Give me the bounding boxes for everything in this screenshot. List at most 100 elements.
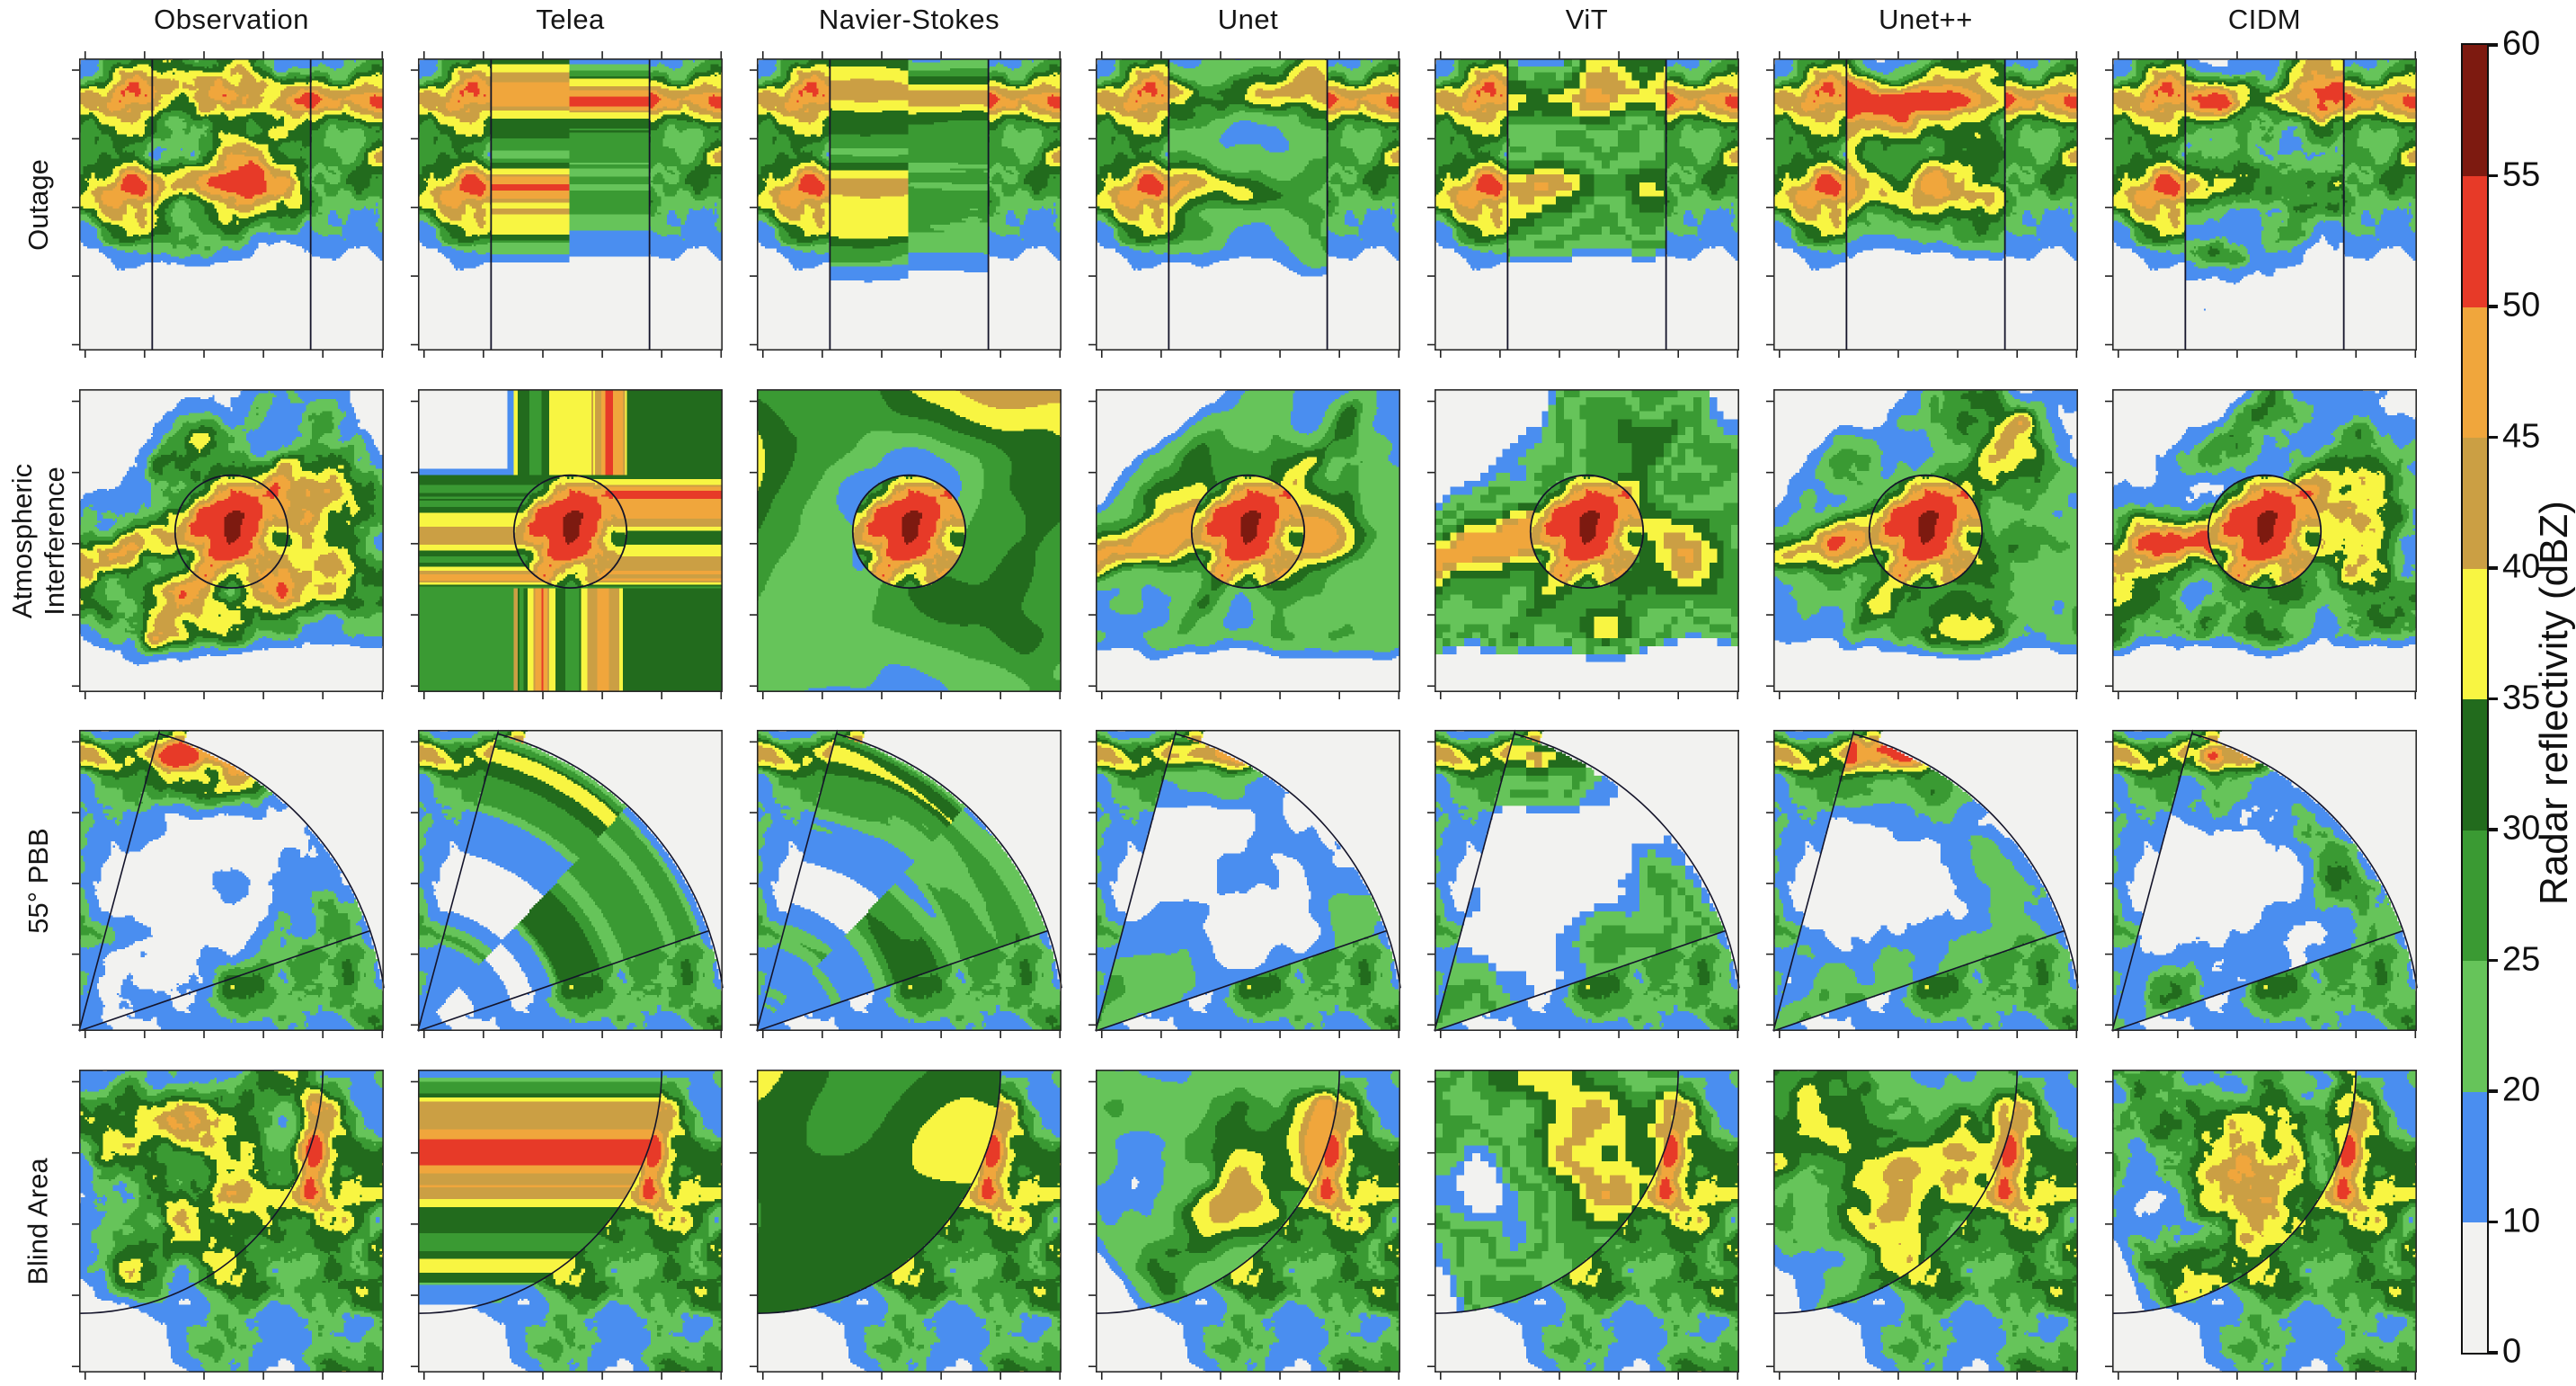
- interference-circle: [512, 474, 628, 590]
- colorbar-tick-label: 10: [2502, 1202, 2541, 1240]
- pbb-wedge-line-upper: [2111, 729, 2194, 1032]
- blind-area-arc: [1095, 1069, 1340, 1314]
- radar-field-canvas: [418, 58, 723, 351]
- row-label-line: Interference: [39, 466, 71, 616]
- panel-frame: [79, 730, 384, 1031]
- panel-blind-area-observation: [72, 1069, 384, 1380]
- colorbar-tick-label: 55: [2502, 155, 2541, 194]
- colorbar-title: Radar reflectivity (dBZ): [2532, 501, 2576, 905]
- panel-frame: [1096, 730, 1400, 1031]
- radar-field-canvas: [418, 1070, 723, 1373]
- colorbar-tick-label: 60: [2502, 24, 2541, 63]
- panel-atmospheric-interference-cidm: [2105, 389, 2417, 699]
- panel-overlay: [1088, 389, 1400, 699]
- pbb-wedge-line-lower: [1772, 929, 2065, 1032]
- colorbar-segment: [2463, 830, 2487, 962]
- panel-frame: [418, 389, 723, 692]
- panel-frame: [1096, 1070, 1400, 1373]
- panel-overlay: [1766, 1069, 2078, 1380]
- panel-overlay: [1766, 51, 2078, 358]
- radar-field-canvas: [757, 1070, 1061, 1373]
- colorbar-tick: [2487, 697, 2498, 701]
- panel-outage-telea: [411, 51, 723, 358]
- radar-field-canvas: [1435, 730, 1739, 1031]
- pbb-wedge-line-upper: [1095, 729, 1177, 1032]
- panel-overlay: [1766, 389, 2078, 699]
- pbb-wedge-line-lower: [417, 929, 709, 1032]
- pbb-wedge-line-lower: [78, 929, 370, 1032]
- blind-area-arc: [756, 1069, 1001, 1314]
- colorbar-tick: [2487, 435, 2498, 440]
- panel-55-pbb-observation: [72, 729, 385, 1038]
- interference-circle: [173, 474, 289, 590]
- radar-field-canvas: [79, 1070, 384, 1373]
- panel-atmospheric-interference-observation: [72, 389, 384, 699]
- panel-overlay: [1766, 729, 2079, 1038]
- colorbar-tick-label: 45: [2502, 417, 2541, 456]
- panel-overlay: [72, 51, 384, 358]
- colorbar-tick: [2487, 43, 2498, 47]
- panel-overlay: [411, 389, 723, 699]
- colorbar-tick-label: 50: [2502, 286, 2541, 324]
- colorbar-tick-label: 20: [2502, 1071, 2541, 1109]
- colorbar-segment: [2463, 307, 2487, 439]
- panel-55-pbb-unet: [1766, 729, 2079, 1038]
- panel-overlay: [2105, 1069, 2417, 1380]
- row-label-text: Atmospheric Interference: [6, 463, 71, 617]
- column-header-cidm: CIDM: [2227, 4, 2302, 35]
- pbb-range-arc: [497, 733, 724, 989]
- panel-overlay: [1427, 389, 1739, 699]
- colorbar-tick: [2487, 173, 2498, 178]
- panel-overlay: [2105, 389, 2417, 699]
- pbb-range-arc: [1175, 733, 1401, 989]
- panel-overlay: [2105, 51, 2417, 358]
- radar-field-canvas: [2112, 1070, 2417, 1373]
- panel-outage-cidm: [2105, 51, 2417, 358]
- panel-overlay: [411, 51, 723, 358]
- radar-field-canvas: [1773, 389, 2078, 692]
- radar-field-canvas: [757, 730, 1061, 1031]
- colorbar-segment: [2463, 1222, 2487, 1354]
- colorbar-segment: [2463, 45, 2487, 177]
- panel-overlay: [1427, 51, 1739, 358]
- column-header-vit: ViT: [1565, 4, 1609, 35]
- panel-frame: [418, 58, 723, 351]
- colorbar-segment: [2463, 568, 2487, 700]
- row-label-text: 55° PBB: [22, 828, 55, 934]
- radar-field-canvas: [1435, 389, 1739, 692]
- column-header-telea: Telea: [536, 4, 605, 35]
- panel-overlay: [1427, 1069, 1739, 1380]
- colorbar-segment: [2463, 698, 2487, 831]
- panel-atmospheric-interference-navier-stokes: [750, 389, 1061, 699]
- row-label-outage: Outage: [0, 58, 77, 351]
- radar-field-canvas: [2112, 58, 2417, 351]
- panel-overlay: [1088, 729, 1401, 1038]
- panel-overlay: [1088, 1069, 1400, 1380]
- colorbar-tick: [2487, 1089, 2498, 1093]
- pbb-wedge-line-lower: [1095, 929, 1387, 1032]
- panel-frame: [418, 730, 723, 1031]
- panel-frame: [1773, 1070, 2078, 1373]
- column-header-unet: Unet: [1217, 4, 1279, 35]
- column-header-navier-stokes: Navier-Stokes: [818, 4, 1000, 35]
- panel-blind-area-unet: [1088, 1069, 1400, 1380]
- panel-blind-area-vit: [1427, 1069, 1739, 1380]
- panel-55-pbb-vit: [1427, 729, 1740, 1038]
- colorbar-tick-label: 40: [2502, 547, 2541, 586]
- row-label-line: Outage: [22, 158, 55, 251]
- panel-frame: [1773, 389, 2078, 692]
- radar-field-canvas: [418, 730, 723, 1031]
- panel-overlay: [1427, 729, 1740, 1038]
- pbb-wedge-line-lower: [756, 929, 1048, 1032]
- panel-frame: [2112, 1070, 2417, 1373]
- colorbar-tick-label: 25: [2502, 940, 2541, 979]
- column-header-observation: Observation: [154, 4, 309, 35]
- panel-overlay: [411, 729, 724, 1038]
- radar-field-canvas: [1096, 389, 1400, 692]
- pbb-wedge-line-upper: [756, 729, 839, 1032]
- blind-area-arc: [417, 1069, 662, 1314]
- panel-blind-area-unet: [1766, 1069, 2078, 1380]
- colorbar-tick: [2487, 828, 2498, 831]
- panel-frame: [79, 58, 384, 351]
- panel-overlay: [72, 1069, 384, 1380]
